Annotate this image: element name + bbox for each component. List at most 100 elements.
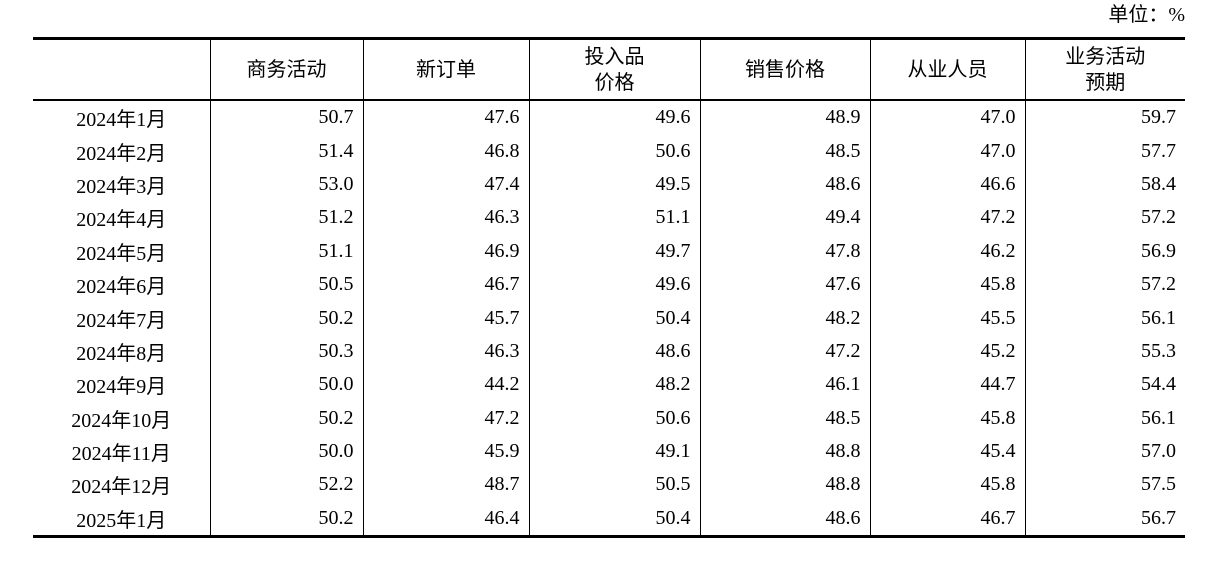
row-label: 2024年4月 <box>76 209 167 232</box>
data-cell: 50.6 <box>528 134 700 168</box>
row-label: 2024年12月 <box>71 476 172 499</box>
data-cell: 44.7 <box>869 368 1025 402</box>
data-cell: 49.1 <box>528 434 700 469</box>
data-cell: 49.6 <box>528 267 700 302</box>
data-cell: 48.9 <box>699 100 870 135</box>
row-label: 2024年2月 <box>76 142 167 165</box>
table-row: 2024年12月 52.2 48.7 50.5 48.8 45.8 57.5 <box>33 468 1185 502</box>
data-cell: 51.1 <box>209 234 363 268</box>
data-cell: 44.2 <box>362 368 529 402</box>
data-cell: 48.7 <box>362 468 529 502</box>
data-cell: 58.4 <box>1024 167 1185 202</box>
data-cell: 45.8 <box>869 468 1025 502</box>
row-label: 2024年3月 <box>76 175 167 198</box>
data-cell: 50.3 <box>209 334 363 369</box>
data-cell: 47.0 <box>869 134 1025 168</box>
data-cell: 45.9 <box>362 434 529 469</box>
unit-label: 单位：% <box>1108 4 1185 26</box>
row-label: 2024年6月 <box>76 276 167 299</box>
data-cell: 45.8 <box>869 267 1025 302</box>
column-header-employment: 从业人员 <box>869 38 1025 101</box>
data-cell: 46.8 <box>362 134 529 168</box>
data-cell: 50.2 <box>209 501 363 537</box>
column-header-business-expectation: 业务活动 预期 <box>1024 38 1185 101</box>
data-cell: 47.2 <box>362 401 529 435</box>
table-row: 2024年6月 50.5 46.7 49.6 47.6 45.8 57.2 <box>33 267 1185 302</box>
data-cell: 50.0 <box>209 368 363 402</box>
data-cell: 45.5 <box>869 301 1025 335</box>
data-cell: 48.2 <box>699 301 870 335</box>
row-label: 2024年7月 <box>76 309 167 332</box>
data-cell: 53.0 <box>209 167 363 202</box>
data-cell: 57.5 <box>1024 468 1185 502</box>
data-cell: 51.2 <box>209 201 363 235</box>
data-cell: 47.6 <box>362 100 529 135</box>
table-row: 2024年10月 50.2 47.2 50.6 48.5 45.8 56.1 <box>33 401 1185 435</box>
corner-cell <box>33 38 210 101</box>
data-cell: 50.5 <box>209 267 363 302</box>
column-header-selling-prices: 销售价格 <box>699 38 870 101</box>
data-cell: 50.4 <box>528 501 700 537</box>
pmi-table: 商务活动 新订单 投入品 价格 销售价格 从业人员 业务活动 预期 2024年1… <box>33 37 1185 539</box>
data-cell: 49.4 <box>699 201 870 235</box>
data-cell: 50.2 <box>209 401 363 435</box>
data-cell: 59.7 <box>1024 100 1185 135</box>
data-cell: 48.6 <box>699 501 870 537</box>
data-cell: 46.4 <box>362 501 529 537</box>
data-cell: 50.2 <box>209 301 363 335</box>
data-cell: 50.5 <box>528 468 700 502</box>
data-cell: 49.5 <box>528 167 700 202</box>
data-cell: 48.6 <box>699 167 870 202</box>
data-cell: 48.2 <box>528 368 700 402</box>
data-cell: 46.2 <box>869 234 1025 268</box>
data-cell: 49.7 <box>528 234 700 268</box>
row-label: 2024年1月 <box>76 109 167 132</box>
column-header-new-orders: 新订单 <box>362 38 529 101</box>
table-row: 2024年7月 50.2 45.7 50.4 48.2 45.5 56.1 <box>33 301 1185 335</box>
row-label: 2024年5月 <box>76 242 167 265</box>
data-cell: 56.7 <box>1024 501 1185 537</box>
data-cell: 47.4 <box>362 167 529 202</box>
data-cell: 57.0 <box>1024 434 1185 469</box>
table-row: 2024年11月 50.0 45.9 49.1 48.8 45.4 57.0 <box>33 434 1185 469</box>
data-cell: 47.2 <box>699 334 870 369</box>
data-cell: 46.7 <box>869 501 1025 537</box>
data-cell: 48.8 <box>699 468 870 502</box>
data-cell: 46.6 <box>869 167 1025 202</box>
data-cell: 56.1 <box>1024 401 1185 435</box>
table-row: 2024年3月 53.0 47.4 49.5 48.6 46.6 58.4 <box>33 167 1185 202</box>
data-cell: 47.2 <box>869 201 1025 235</box>
data-cell: 51.4 <box>209 134 363 168</box>
data-cell: 47.0 <box>869 100 1025 135</box>
data-cell: 45.2 <box>869 334 1025 369</box>
row-label: 2024年8月 <box>76 342 167 365</box>
table-row: 2024年8月 50.3 46.3 48.6 47.2 45.2 55.3 <box>33 334 1185 369</box>
data-cell: 49.6 <box>528 100 700 135</box>
data-cell: 46.3 <box>362 334 529 369</box>
data-cell: 51.1 <box>528 201 700 235</box>
data-cell: 56.1 <box>1024 301 1185 335</box>
table-row: 2024年2月 51.4 46.8 50.6 48.5 47.0 57.7 <box>33 134 1185 168</box>
data-cell: 47.8 <box>699 234 870 268</box>
data-cell: 50.7 <box>209 100 363 135</box>
table-row: 2025年1月 50.2 46.4 50.4 48.6 46.7 56.7 <box>33 501 1185 537</box>
data-cell: 47.6 <box>699 267 870 302</box>
data-cell: 50.4 <box>528 301 700 335</box>
data-cell: 48.5 <box>699 401 870 435</box>
data-cell: 45.4 <box>869 434 1025 469</box>
data-cell: 50.0 <box>209 434 363 469</box>
row-label: 2024年11月 <box>71 443 171 466</box>
header-row: 商务活动 新订单 投入品 价格 销售价格 从业人员 业务活动 预期 <box>33 38 1185 101</box>
data-cell: 50.6 <box>528 401 700 435</box>
data-cell: 48.5 <box>699 134 870 168</box>
table-body: 2024年1月 50.7 47.6 49.6 48.9 47.0 59.7 20… <box>33 100 1185 537</box>
column-header-business-activity: 商务活动 <box>209 38 363 101</box>
data-cell: 57.2 <box>1024 201 1185 235</box>
data-cell: 46.3 <box>362 201 529 235</box>
data-cell: 46.9 <box>362 234 529 268</box>
data-cell: 55.3 <box>1024 334 1185 369</box>
table-row: 2024年9月 50.0 44.2 48.2 46.1 44.7 54.4 <box>33 368 1185 402</box>
data-cell: 45.8 <box>869 401 1025 435</box>
data-cell: 48.8 <box>699 434 870 469</box>
data-cell: 56.9 <box>1024 234 1185 268</box>
